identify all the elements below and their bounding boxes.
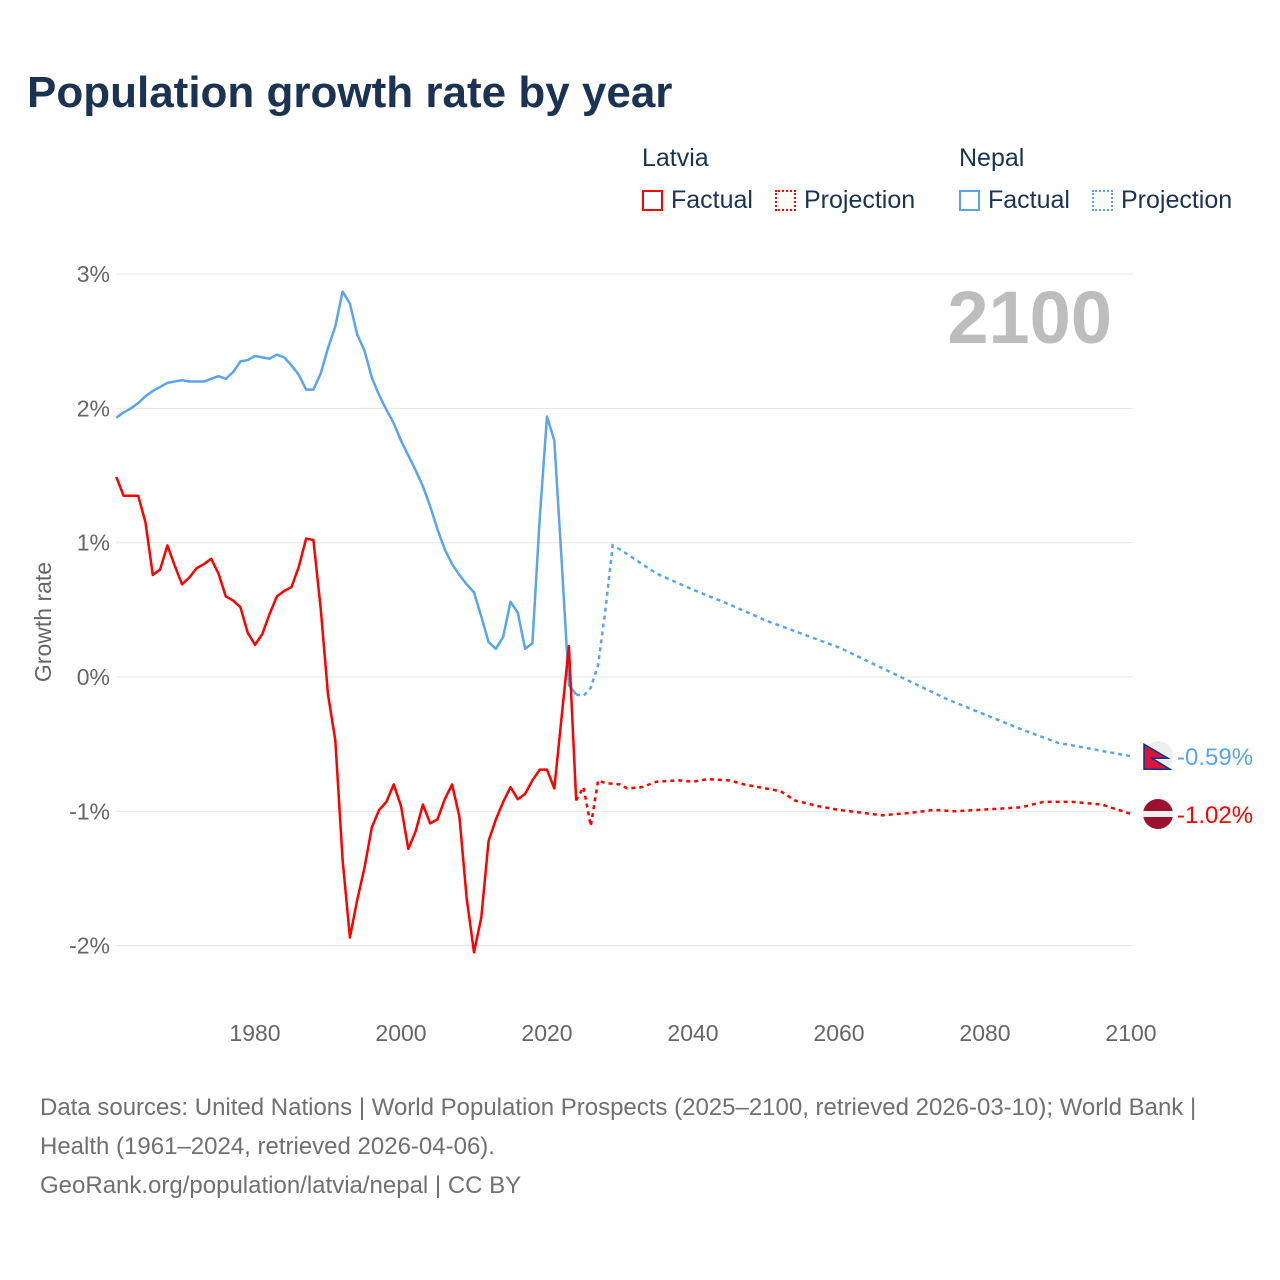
legend-label: Factual	[671, 186, 753, 214]
nepal-flag-pennant	[1143, 742, 1173, 770]
end-value-label: -1.02%	[1177, 802, 1253, 829]
legend-swatch	[775, 190, 796, 211]
legend-swatch	[959, 190, 980, 211]
projection-line-nepal	[575, 543, 1132, 758]
y-tick-label: 0%	[77, 664, 110, 690]
legend-group-nepal: Nepal	[959, 144, 1025, 172]
y-tick-label: 3%	[77, 261, 110, 287]
x-tick-label: 1980	[229, 1020, 280, 1046]
plot-area: 3% 2% 1% 0% -1% -2% 1980 2000 2020 2040 2060 2080 21…	[30, 261, 1253, 1046]
x-tick-label: 2100	[1105, 1020, 1156, 1046]
year-label: 2100	[947, 276, 1112, 359]
x-tick-label: 2000	[375, 1020, 426, 1046]
footer-link[interactable]: GeoRank.org/population/latvia/nepal | CC…	[40, 1172, 522, 1199]
y-axis-label: Growth rate	[30, 562, 56, 682]
factual-line-nepal	[115, 290, 578, 696]
y-tick-label: 1%	[77, 530, 110, 556]
projection-line-latvia	[575, 777, 1132, 827]
legend-label: Factual	[988, 186, 1070, 214]
factual-line-latvia	[115, 476, 578, 954]
y-tick-label: -2%	[69, 933, 110, 959]
footer: Data sources: United Nations | World Pop…	[40, 1088, 1240, 1205]
legend-label: Projection	[1121, 186, 1233, 214]
legend-label: Projection	[804, 186, 916, 214]
legend-nepal-projection[interactable]: Projection	[1092, 186, 1232, 215]
legend-swatch	[1092, 190, 1113, 211]
x-tick-label: 2060	[813, 1020, 864, 1046]
legend-latvia-projection[interactable]: Projection	[775, 186, 915, 215]
y-tick-label: -1%	[69, 798, 110, 824]
x-tick-label: 2040	[667, 1020, 718, 1046]
y-tick-label: 2%	[77, 395, 110, 421]
legend-group-latvia: Latvia	[642, 144, 709, 172]
page-title: Population growth rate by year	[27, 68, 673, 117]
x-tick-label: 2020	[521, 1020, 572, 1046]
end-value-label: -0.59%	[1177, 744, 1253, 771]
data-sources: Data sources: United Nations | World Pop…	[40, 1094, 1197, 1160]
legend-nepal-factual[interactable]: Factual	[959, 186, 1070, 215]
latvia-flag-stripe	[1143, 810, 1173, 817]
legend-latvia-factual[interactable]: Factual	[642, 186, 753, 215]
x-tick-label: 2080	[959, 1020, 1010, 1046]
legend-swatch	[642, 190, 663, 211]
